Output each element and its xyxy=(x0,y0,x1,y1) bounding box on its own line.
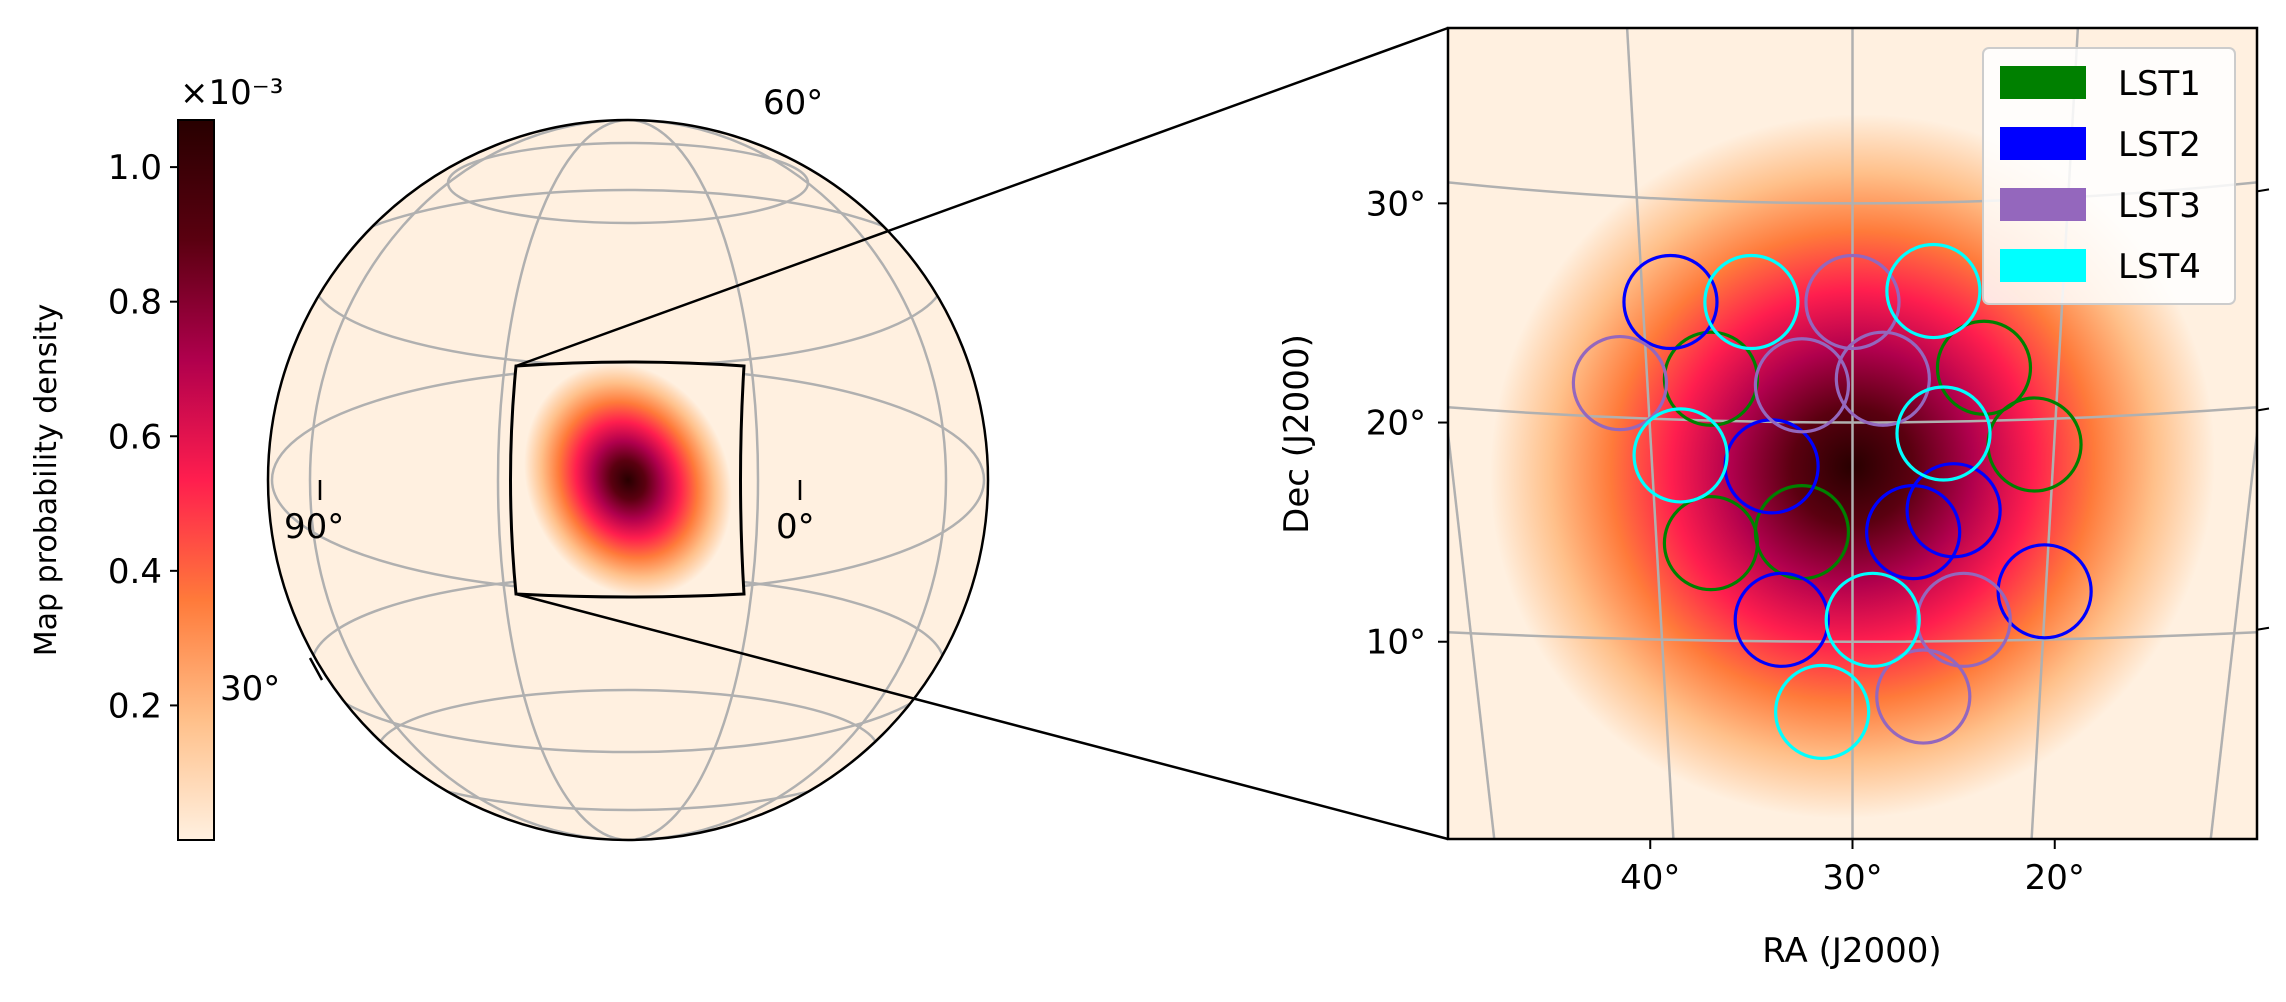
pointing-circle-lst4 xyxy=(1885,242,1982,340)
pointing-circle-lst4 xyxy=(1774,663,1871,760)
legend-swatch-lst1 xyxy=(2000,66,2086,99)
colorbar-multiplier: ×10⁻³ xyxy=(180,73,283,113)
colorbar-fill xyxy=(177,119,215,841)
x-tick-label: 30° xyxy=(1822,858,1882,898)
zoom-xlabel: RA (J2000) xyxy=(1762,931,1941,971)
colorbar-tick-label: 0.2 xyxy=(108,686,162,726)
connector-top xyxy=(515,26,1449,368)
y-tick-label: 30° xyxy=(1366,184,1426,224)
legend-label-lst1: LST1 xyxy=(2118,64,2201,104)
colorbar-tick-label: 1.0 xyxy=(108,148,162,188)
zoom-panel: 40° 30° 20° 10° 20° 30° RA (J2000) Dec (J2000… xyxy=(1277,26,2270,971)
globe-density-blob xyxy=(524,363,732,597)
globe-tick-30 xyxy=(308,657,324,681)
pointing-circle-lst3 xyxy=(1834,330,1931,427)
legend-swatch-lst2 xyxy=(2000,127,2086,160)
legend-label-lst2: LST2 xyxy=(2118,125,2201,165)
legend-swatch-lst3 xyxy=(2000,188,2086,221)
pointing-circle-lst3 xyxy=(1804,253,1901,351)
y-tick-right xyxy=(2256,407,2270,412)
pointing-circle-lst2 xyxy=(1905,462,2002,559)
x-tick-label: 20° xyxy=(2025,858,2085,898)
legend: LST1 LST2 LST3 LST4 xyxy=(1982,47,2236,305)
pointing-circle-lst4 xyxy=(1703,253,1800,351)
y-tick-right xyxy=(2256,626,2270,631)
legend-frame xyxy=(1982,47,2236,305)
globe-outline xyxy=(266,118,990,842)
pointing-circle-lst2 xyxy=(1622,253,1719,351)
zoom-ticks: 40° 30° 20° 10° 20° 30° xyxy=(1366,184,2270,898)
pointing-circle-lst2 xyxy=(1733,571,1830,668)
globe-label-60: 60° xyxy=(763,83,823,123)
zoom-pointings xyxy=(1571,242,2093,760)
globe-label-90: 90° xyxy=(284,507,344,547)
pointing-circle-lst2 xyxy=(1996,543,2093,640)
pointing-circle-lst4 xyxy=(1632,407,1729,504)
connector-bottom xyxy=(515,592,1449,841)
pointing-circle-lst3 xyxy=(1875,648,1972,745)
colorbar-ticks: 0.2 0.4 0.6 0.8 1.0 xyxy=(108,148,178,726)
x-tick-label: 40° xyxy=(1620,858,1680,898)
y-tick-right xyxy=(2256,188,2270,193)
pointing-circle-lst3 xyxy=(1571,334,1669,432)
y-tick-label: 20° xyxy=(1366,404,1426,444)
pointing-circle-lst1 xyxy=(1935,319,2033,416)
zoom-ylabel: Dec (J2000) xyxy=(1277,334,1317,534)
y-tick-label: 10° xyxy=(1366,623,1426,663)
legend-label-lst3: LST3 xyxy=(2118,186,2201,226)
pointing-circle-lst3 xyxy=(1915,571,2012,668)
colorbar-tick-label: 0.6 xyxy=(108,417,162,457)
globe-label-0: 0° xyxy=(776,507,815,547)
colorbar-tick-label: 0.4 xyxy=(108,552,162,592)
pointing-circle-lst4 xyxy=(1895,385,1992,482)
globe-panel: 60° 90° 0° 30° xyxy=(220,83,990,842)
pointing-circle-lst3 xyxy=(1753,337,1851,434)
globe-inset-box xyxy=(509,360,746,599)
legend-swatch-lst4 xyxy=(2000,249,2086,282)
globe-label-30: 30° xyxy=(220,669,280,709)
legend-label-lst4: LST4 xyxy=(2118,247,2201,287)
colorbar-label: Map probability density xyxy=(29,304,64,656)
colorbar: ×10⁻³ Map probability density 0.20.40.60… xyxy=(29,73,283,841)
pointing-circle-lst4 xyxy=(1824,571,1921,668)
colorbar-tick-label: 0.8 xyxy=(108,283,162,323)
